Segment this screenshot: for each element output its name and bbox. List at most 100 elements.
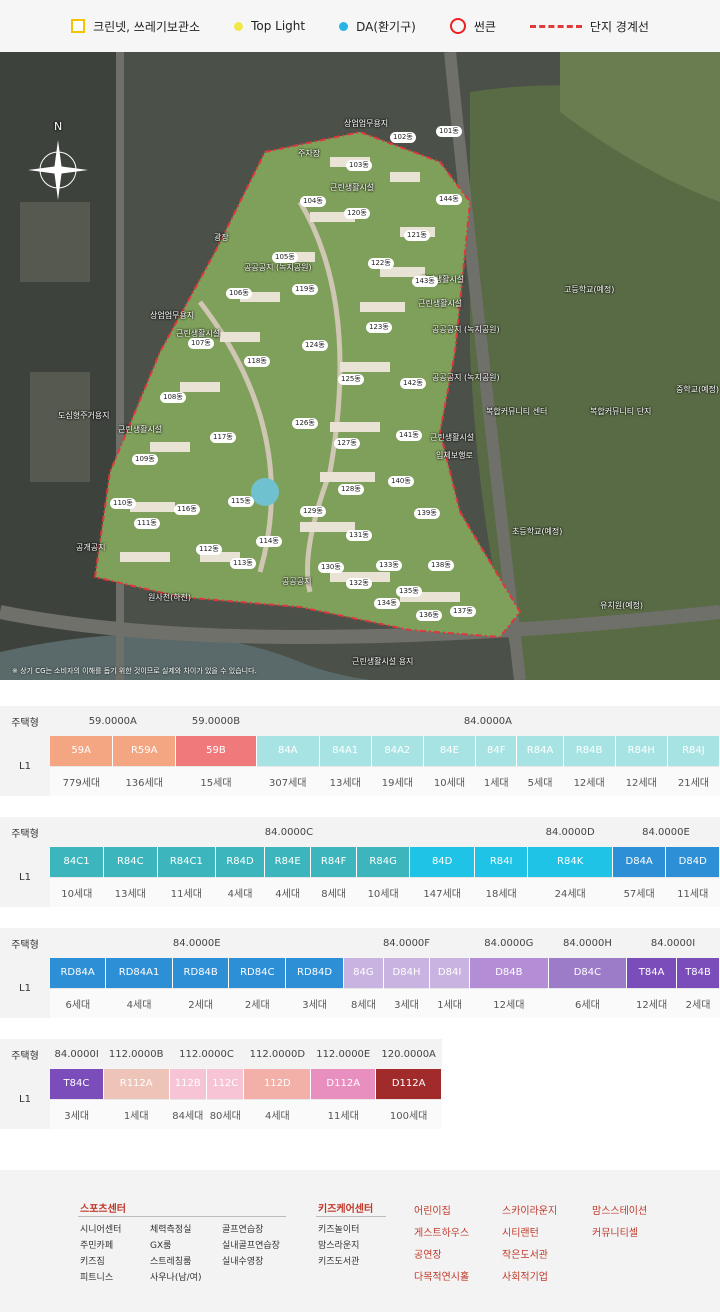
unit-count-cell: 2세대 [676, 987, 720, 1018]
map-label: 초등학교(예정) [512, 527, 563, 536]
map-label: 상업업무용지 [344, 119, 389, 128]
unit-count-cell: 3세대 [383, 987, 430, 1018]
unit-type-cell: R84F [310, 847, 357, 877]
legend-label: 단지 경계선 [589, 19, 649, 34]
unit-type-cell: 84C1 [50, 847, 105, 877]
group-header: 84.0000H [548, 928, 627, 958]
building-tag: 140동 [388, 476, 414, 487]
compass-north-label: N [54, 120, 63, 133]
unit-type-cell: RD84A [50, 958, 107, 988]
unit-type-cell: 84A1 [319, 736, 372, 766]
building-tag: 139동 [414, 508, 440, 519]
map-label: 주차장 [298, 149, 321, 158]
unit-count-cell: 10세대 [356, 876, 410, 907]
map-label: 공공공지 (녹지공원) [244, 263, 312, 272]
group-header: 84.0000E [50, 928, 344, 958]
building-tag: 103동 [346, 160, 372, 171]
building-tag: 122동 [368, 258, 394, 269]
map-label: 공개공지 [76, 543, 106, 552]
unit-type-cell: 84F [475, 736, 518, 766]
yellow-dot-icon [234, 21, 244, 31]
site-map: N 상업업무용지 주차장 광장 공공공지 (녹지공원) 상업업무용지 근린생활시… [0, 52, 720, 680]
facility-item: 스트레칭룸 [150, 1257, 192, 1267]
map-label: 상업업무용지 [150, 311, 195, 320]
facility-link: 어린이집 [414, 1206, 451, 1217]
group-header: 84.0000G [469, 928, 549, 958]
compass-icon [28, 140, 88, 200]
facility-link: 맘스스테이션 [592, 1206, 648, 1217]
unit-type-cell: D84A [612, 847, 667, 877]
table-head-label: 주택형 [0, 1039, 50, 1069]
facility-item: 피트니스 [80, 1273, 114, 1283]
map-label: 공공공지 (녹지공원) [432, 373, 500, 382]
unit-count-cell: 8세대 [310, 876, 357, 907]
map-label: 근린생활시설 [118, 425, 163, 434]
unit-type-cell: 59A [50, 736, 114, 766]
building-tag: 101동 [436, 126, 462, 137]
unit-type-cell: D112A [375, 1069, 442, 1099]
unit-type-cell: R84A [516, 736, 564, 766]
square-yellow-icon [71, 19, 86, 33]
unit-type-cell: R112A [103, 1069, 170, 1099]
facility-link: 공연장 [414, 1250, 442, 1261]
unit-count-cell: 100세대 [375, 1098, 442, 1129]
building-tag: 117동 [210, 432, 236, 443]
unit-count-cell: 1세대 [475, 765, 517, 796]
facility-item: 키즈도서관 [318, 1257, 360, 1267]
unit-type-cell: 84E [423, 736, 477, 766]
unit-type-cell: 112C [206, 1069, 245, 1099]
unit-count-cell: 3세대 [50, 1098, 104, 1129]
facility-item: 키즈짐 [80, 1257, 105, 1267]
map-label: 근린생활시설 [176, 329, 221, 338]
building-tag: 142동 [400, 378, 426, 389]
group-header: 112.0000B [103, 1039, 170, 1069]
unit-type-cell: R84G [356, 847, 411, 877]
legend-item-da: DA(환기구) [339, 18, 416, 35]
building-tag: 125동 [338, 374, 364, 385]
unit-count-cell: 13세대 [103, 876, 158, 907]
facility-item: GX룸 [150, 1241, 172, 1251]
map-label: 유치원(예정) [600, 601, 644, 610]
unit-type-cell: R84I [474, 847, 529, 877]
unit-count-cell: 3세대 [285, 987, 344, 1018]
group-header: 120.0000A [375, 1039, 442, 1069]
unit-count-cell: 779세대 [50, 765, 113, 796]
unit-count-cell: 4세대 [215, 876, 265, 907]
building-tag: 120동 [344, 208, 370, 219]
unit-count-cell: 8세대 [343, 987, 384, 1018]
building-tag: 107동 [188, 338, 214, 349]
building-tag: 109동 [132, 454, 158, 465]
unit-type-cell: 84A [256, 736, 320, 766]
map-label: 공공공지 (녹지공원) [432, 325, 500, 334]
unit-type-cell: R84J [667, 736, 720, 766]
building-tag: 132동 [346, 578, 372, 589]
facility-link: 게스트하우스 [414, 1228, 470, 1239]
map-label: 근린생활시설 [420, 275, 465, 284]
row-label: L1 [0, 736, 50, 796]
unit-type-cell: R84C [103, 847, 158, 877]
unit-type-cell: R84E [264, 847, 312, 877]
map-label: 공공공지 [282, 577, 312, 586]
kids-care-title: 키즈케어센터 [318, 1204, 374, 1215]
group-header: 112.0000C [169, 1039, 244, 1069]
unit-count-cell: 12세대 [469, 987, 549, 1018]
row-label: L1 [0, 958, 50, 1018]
map-legend: 크린넷, 쓰레기보관소 Top Light DA(환기구) 썬큰 단지 경계선 [0, 0, 720, 52]
building-tag: 118동 [244, 356, 270, 367]
unit-type-cell: RD84B [172, 958, 230, 988]
divider [78, 1216, 286, 1217]
building-tag: 116동 [174, 504, 200, 515]
unit-count-cell: 12세대 [563, 765, 616, 796]
facility-item: 맘스라운지 [318, 1241, 360, 1251]
map-label: 복합커뮤니티 단지 [590, 407, 652, 416]
legend-label: 썬큰 [473, 19, 496, 34]
building-tag: 144동 [436, 194, 462, 205]
building-tag: 130동 [318, 562, 344, 573]
map-label: 근린생활시설 용지 [352, 657, 414, 666]
unit-count-cell: 11세대 [157, 876, 216, 907]
building-tag: 123동 [366, 322, 392, 333]
facility-item: 주민카페 [80, 1241, 114, 1251]
unit-type-table: 주택형 59.0000A 59.0000B 84.0000A L1 59A R59A … [0, 706, 720, 796]
unit-count-cell: 6세대 [50, 987, 106, 1018]
unit-count-cell: 11세대 [665, 876, 720, 907]
